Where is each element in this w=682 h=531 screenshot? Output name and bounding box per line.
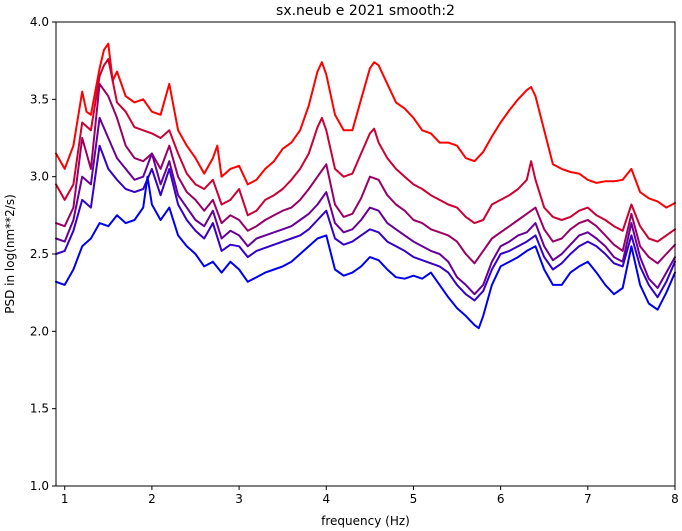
x-tick-label: 1 bbox=[61, 492, 69, 506]
x-tick-label: 5 bbox=[410, 492, 418, 506]
x-tick-label: 2 bbox=[148, 492, 156, 506]
x-tick-label: 6 bbox=[497, 492, 505, 506]
x-tick-label: 7 bbox=[584, 492, 592, 506]
series-line-6 bbox=[55, 175, 676, 330]
y-tick-label: 1.0 bbox=[30, 479, 49, 493]
series-layer bbox=[55, 42, 676, 330]
y-tick-label: 3.0 bbox=[30, 170, 49, 184]
y-tick-label: 2.0 bbox=[30, 324, 49, 338]
chart-title: sx.neub e 2021 smooth:2 bbox=[276, 3, 455, 19]
series-line-5 bbox=[55, 144, 676, 302]
series-line-4 bbox=[55, 116, 676, 296]
series-line-3 bbox=[55, 82, 676, 265]
y-tick-label: 1.5 bbox=[30, 402, 49, 416]
y-axis-label: PSD in log(nm**2/s) bbox=[3, 194, 17, 314]
x-tick-label: 4 bbox=[322, 492, 330, 506]
y-axis: 1.0 1.5 2.0 2.5 3.0 3.5 4.0 bbox=[30, 15, 56, 493]
y-tick-label: 2.5 bbox=[30, 247, 49, 261]
x-axis-label: frequency (Hz) bbox=[321, 514, 410, 528]
y-tick-label: 3.5 bbox=[30, 92, 49, 106]
series-line-2 bbox=[55, 58, 676, 243]
x-tick-label: 8 bbox=[671, 492, 679, 506]
series-line-1 bbox=[55, 42, 676, 209]
x-tick-label: 3 bbox=[235, 492, 243, 506]
x-axis: 1 2 3 4 5 6 7 8 bbox=[61, 486, 679, 506]
y-tick-label: 4.0 bbox=[30, 15, 49, 29]
